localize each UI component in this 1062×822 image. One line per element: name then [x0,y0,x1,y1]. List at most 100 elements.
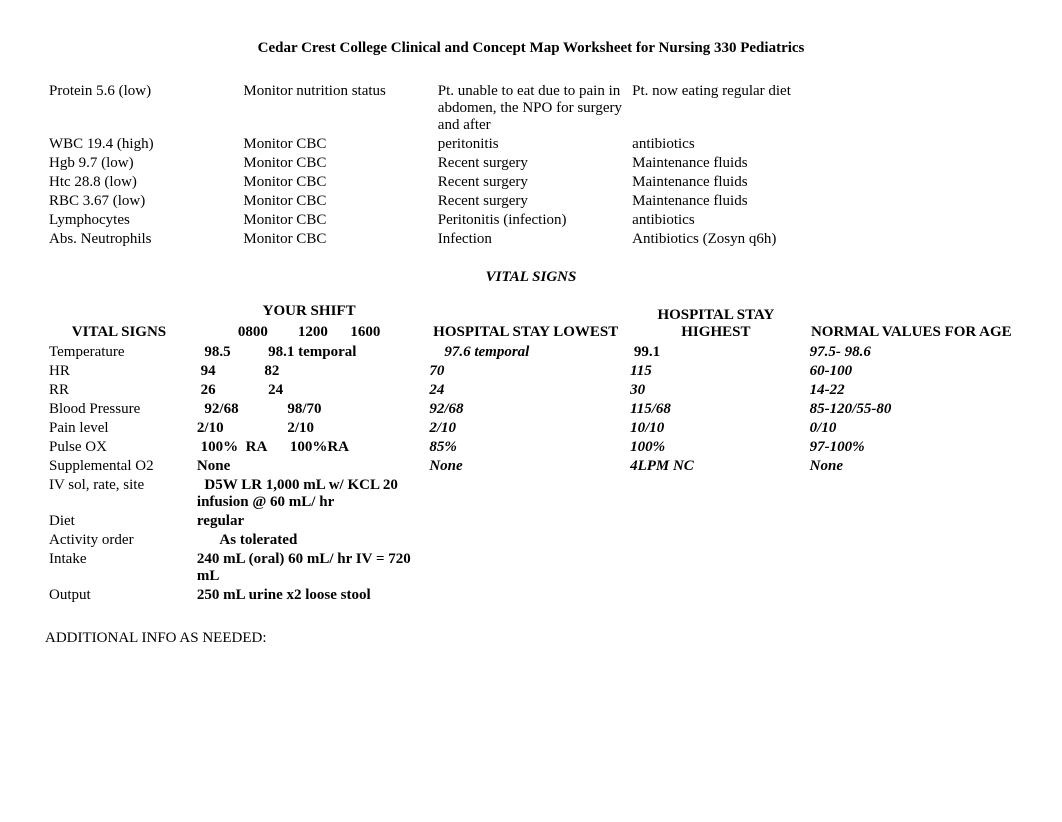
vitals-low [425,550,626,586]
vitals-high [626,550,806,586]
vitals-normal: 0/10 [806,419,1017,438]
vitals-normal [806,550,1017,586]
vitals-low [425,476,626,512]
vitals-row: Output250 mL urine x2 loose stool [45,586,1017,605]
vitals-shift: D5W LR 1,000 mL w/ KCL 20 infusion @ 60 … [193,476,425,512]
vitals-high: 115/68 [626,400,806,419]
vitals-high: 100% [626,438,806,457]
vitals-shift: 240 mL (oral) 60 mL/ hr IV = 720 mL [193,550,425,586]
vitals-high: 10/10 [626,419,806,438]
vitals-high: 4LPM NC [626,457,806,476]
vitals-row: Intake240 mL (oral) 60 mL/ hr IV = 720 m… [45,550,1017,586]
vitals-label: Pain level [45,419,193,438]
lab-cell: Recent surgery [434,154,628,173]
lab-cell: Abs. Neutrophils [45,230,239,249]
lab-cell: Recent surgery [434,192,628,211]
vitals-high [626,586,806,605]
lab-cell: Pt. now eating regular diet [628,82,833,135]
lab-cell: Maintenance fluids [628,154,833,173]
lab-cell: Monitor CBC [239,154,433,173]
vitals-header-low: HOSPITAL STAY LOWEST [425,301,626,343]
lab-cell: antibiotics [628,211,833,230]
vitals-shift: 100% RA 100%RA [193,438,425,457]
lab-row: Hgb 9.7 (low)Monitor CBCRecent surgeryMa… [45,154,1017,173]
vitals-label: Supplemental O2 [45,457,193,476]
lab-cell [833,154,1017,173]
lab-row: RBC 3.67 (low)Monitor CBCRecent surgeryM… [45,192,1017,211]
lab-cell: peritonitis [434,135,628,154]
vitals-normal [806,512,1017,531]
vitals-row: Dietregular [45,512,1017,531]
lab-cell [833,173,1017,192]
vitals-row: Temperature 98.5 98.1 temporal 97.6 temp… [45,343,1017,362]
vitals-low: 85% [425,438,626,457]
lab-row: LymphocytesMonitor CBCPeritonitis (infec… [45,211,1017,230]
vitals-low [425,512,626,531]
vitals-low: 97.6 temporal [425,343,626,362]
vitals-header-times: 0800 1200 1600 [193,322,425,343]
vitals-high: 99.1 [626,343,806,362]
vitals-low: 92/68 [425,400,626,419]
vitals-high [626,512,806,531]
lab-cell: Monitor CBC [239,135,433,154]
vitals-normal: 97-100% [806,438,1017,457]
vitals-label: Pulse OX [45,438,193,457]
vitals-label: Temperature [45,343,193,362]
vitals-header-shift: YOUR SHIFT [193,301,425,322]
lab-cell: RBC 3.67 (low) [45,192,239,211]
vitals-high: 115 [626,362,806,381]
vitals-header-label: VITAL SIGNS [45,301,193,343]
lab-cell: Lymphocytes [45,211,239,230]
vitals-normal: None [806,457,1017,476]
vitals-normal [806,476,1017,512]
vitals-normal: 97.5- 98.6 [806,343,1017,362]
vitals-shift: 2/10 2/10 [193,419,425,438]
vitals-row: RR 26 24243014-22 [45,381,1017,400]
vitals-label: RR [45,381,193,400]
vitals-row: Activity order As tolerated [45,531,1017,550]
lab-cell [833,211,1017,230]
vitals-high [626,476,806,512]
lab-cell: Infection [434,230,628,249]
vitals-row: HR 94 827011560-100 [45,362,1017,381]
vitals-shift: 250 mL urine x2 loose stool [193,586,425,605]
lab-cell: Monitor nutrition status [239,82,433,135]
vitals-low [425,586,626,605]
lab-cell: WBC 19.4 (high) [45,135,239,154]
vitals-row: Blood Pressure 92/68 98/7092/68115/6885-… [45,400,1017,419]
vitals-header-high: HOSPITAL STAY HIGHEST [626,301,806,343]
vitals-high [626,531,806,550]
lab-cell: antibiotics [628,135,833,154]
lab-cell: Peritonitis (infection) [434,211,628,230]
vitals-low: None [425,457,626,476]
vitals-row: Pain level2/10 2/102/1010/100/10 [45,419,1017,438]
lab-cell: Htc 28.8 (low) [45,173,239,192]
vitals-shift: 94 82 [193,362,425,381]
lab-cell: Protein 5.6 (low) [45,82,239,135]
vitals-normal: 14-22 [806,381,1017,400]
vitals-normal [806,586,1017,605]
lab-cell: Monitor CBC [239,173,433,192]
lab-cell: Monitor CBC [239,230,433,249]
vitals-label: HR [45,362,193,381]
lab-cell: Pt. unable to eat due to pain in abdomen… [434,82,628,135]
vitals-low: 70 [425,362,626,381]
vitals-label: Activity order [45,531,193,550]
vitals-low [425,531,626,550]
lab-cell [833,230,1017,249]
vitals-shift: 92/68 98/70 [193,400,425,419]
lab-cell: Antibiotics (Zosyn q6h) [628,230,833,249]
lab-row: WBC 19.4 (high)Monitor CBCperitonitisant… [45,135,1017,154]
vitals-label: Blood Pressure [45,400,193,419]
vitals-shift: 98.5 98.1 temporal [193,343,425,362]
lab-cell [833,192,1017,211]
lab-cell [833,82,1017,135]
vitals-normal [806,531,1017,550]
additional-info-label: ADDITIONAL INFO AS NEEDED: [45,630,1017,647]
lab-cell: Hgb 9.7 (low) [45,154,239,173]
lab-row: Htc 28.8 (low)Monitor CBCRecent surgeryM… [45,173,1017,192]
vital-signs-heading: VITAL SIGNS [45,269,1017,286]
vitals-row: Pulse OX 100% RA 100%RA85%100%97-100% [45,438,1017,457]
vitals-low: 2/10 [425,419,626,438]
lab-cell: Monitor CBC [239,192,433,211]
